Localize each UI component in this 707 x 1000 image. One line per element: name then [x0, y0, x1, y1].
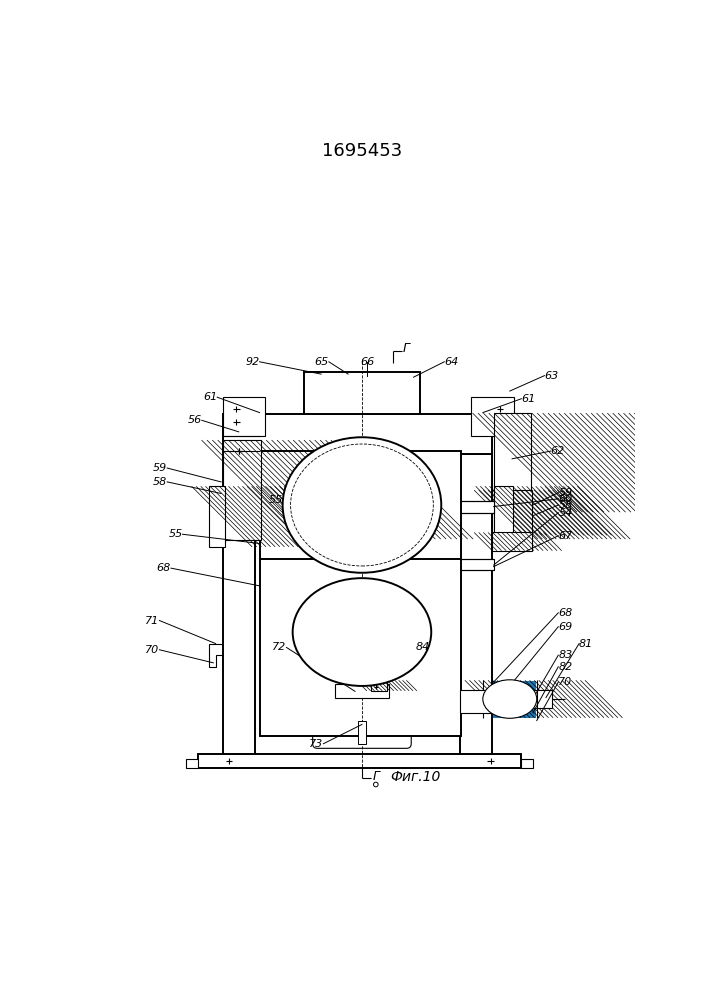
Bar [371, 680, 387, 691]
Text: 61: 61 [521, 394, 536, 404]
Bar [358, 721, 366, 744]
Bar [460, 559, 493, 570]
Text: 69: 69 [559, 622, 573, 632]
Text: 62: 62 [551, 446, 565, 456]
Ellipse shape [293, 578, 431, 686]
Text: 67: 67 [559, 531, 573, 541]
Text: 72: 72 [272, 642, 286, 652]
Text: 54: 54 [559, 508, 573, 518]
Bar [525, 690, 552, 708]
Bar [472, 397, 514, 436]
Bar [460, 690, 492, 713]
Bar [493, 490, 512, 535]
Bar [223, 414, 492, 454]
Text: 64: 64 [444, 357, 459, 367]
Bar [259, 451, 461, 736]
Text: 66: 66 [361, 357, 375, 367]
Bar [304, 372, 420, 414]
Text: 82: 82 [559, 662, 573, 672]
Bar [210, 487, 224, 547]
Text: 55: 55 [269, 495, 283, 505]
Bar [198, 754, 521, 768]
Text: Г: Г [373, 770, 380, 783]
Bar [223, 440, 261, 540]
Bar [492, 532, 532, 551]
Bar [355, 628, 369, 690]
Text: 58: 58 [153, 477, 167, 487]
Text: 68: 68 [559, 608, 573, 618]
Ellipse shape [283, 437, 441, 573]
Polygon shape [353, 380, 371, 402]
FancyBboxPatch shape [312, 691, 411, 748]
Polygon shape [209, 644, 223, 667]
Bar [460, 501, 493, 513]
Bar [187, 759, 198, 768]
Bar [209, 486, 225, 547]
Text: Г: Г [403, 342, 410, 355]
Text: 59: 59 [153, 463, 167, 473]
Text: 60: 60 [559, 494, 573, 504]
Text: 58: 58 [559, 500, 573, 510]
Bar [335, 684, 389, 698]
Text: Фиг.10: Фиг.10 [391, 770, 441, 784]
Bar [493, 413, 530, 513]
Text: 83: 83 [559, 650, 573, 660]
Text: 70: 70 [145, 645, 160, 655]
Text: 73: 73 [309, 739, 324, 749]
Text: 61: 61 [203, 392, 217, 402]
Bar [460, 454, 492, 754]
Text: 70: 70 [559, 677, 573, 687]
Bar [494, 413, 530, 512]
Text: 63: 63 [544, 371, 559, 381]
Text: 84: 84 [416, 642, 430, 652]
Ellipse shape [483, 680, 537, 718]
Bar [494, 487, 512, 539]
Bar [223, 454, 255, 754]
Bar [484, 681, 536, 718]
Bar [223, 397, 265, 436]
Text: 68: 68 [157, 563, 171, 573]
Text: 71: 71 [145, 615, 160, 626]
Bar [372, 681, 386, 691]
Bar [492, 490, 532, 536]
Text: 81: 81 [579, 639, 593, 649]
Text: 56: 56 [187, 415, 201, 425]
Bar [493, 533, 512, 550]
Bar [223, 440, 260, 539]
Text: 92: 92 [245, 357, 259, 367]
Text: 1695453: 1695453 [322, 142, 402, 160]
Bar [521, 759, 533, 768]
Text: 65: 65 [315, 357, 329, 367]
Bar [493, 486, 513, 540]
Text: 59: 59 [559, 488, 573, 498]
Text: 55: 55 [168, 529, 182, 539]
